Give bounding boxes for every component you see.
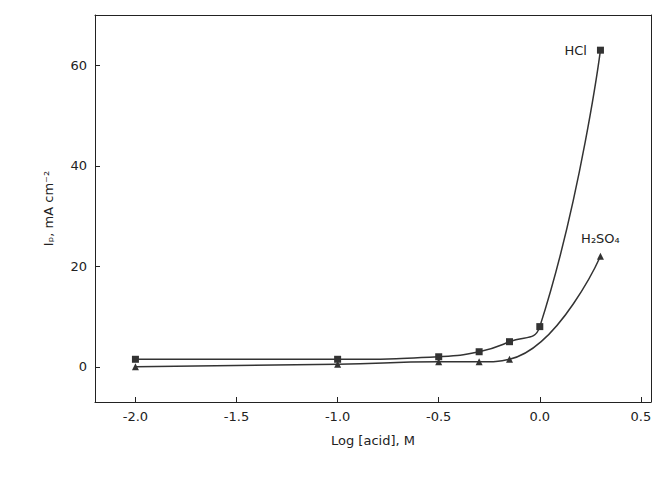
svg-text:40: 40 [70, 158, 87, 173]
svg-text:-2.0: -2.0 [123, 409, 148, 424]
svg-text:0: 0 [79, 359, 87, 374]
svg-text:0.0: 0.0 [529, 409, 550, 424]
svg-text:-1.5: -1.5 [224, 409, 249, 424]
svg-text:0.5: 0.5 [631, 409, 652, 424]
svg-text:-0.5: -0.5 [426, 409, 451, 424]
svg-text:60: 60 [70, 58, 87, 73]
svg-text:Iₚ, mA cm⁻²: Iₚ, mA cm⁻² [41, 171, 56, 246]
svg-text:20: 20 [70, 259, 87, 274]
svg-text:H₂SO₄: H₂SO₄ [581, 231, 620, 246]
svg-text:HCl: HCl [564, 43, 586, 58]
svg-text:-1.0: -1.0 [325, 409, 350, 424]
svg-text:Log [acid], M: Log [acid], M [331, 433, 415, 448]
